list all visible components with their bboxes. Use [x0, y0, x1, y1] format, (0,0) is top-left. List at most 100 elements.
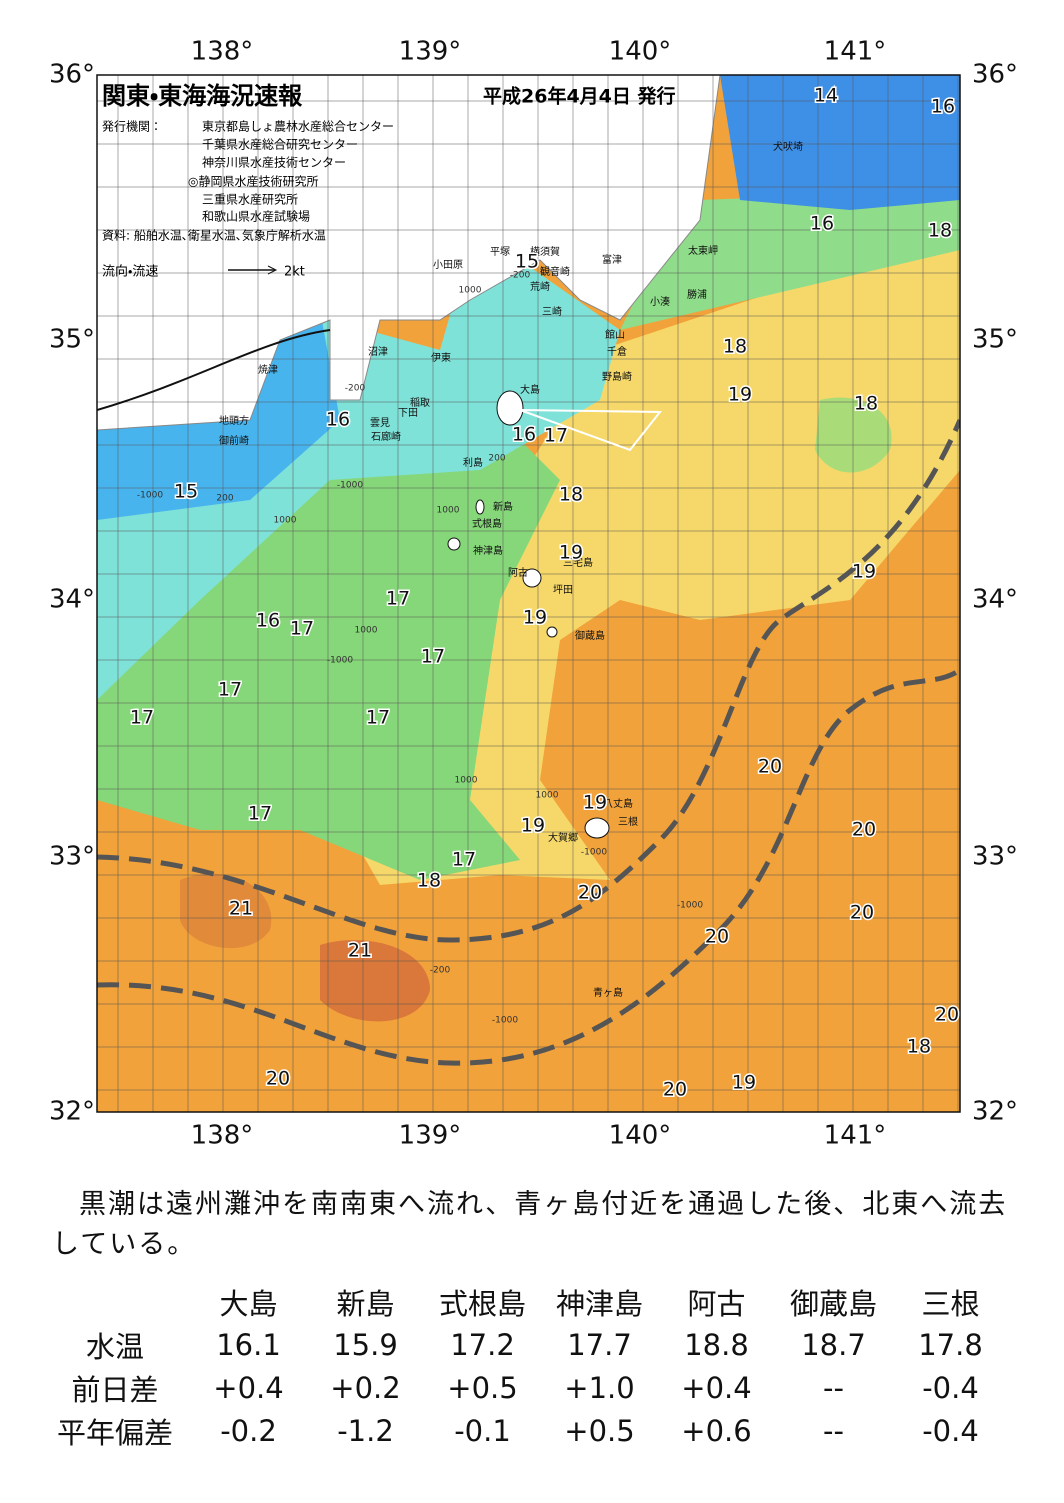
isotherm-label: 18 [928, 220, 952, 242]
table-cell: -0.4 [922, 1370, 979, 1405]
table-cell: +0.6 [681, 1413, 752, 1448]
column-header: 大島 [219, 1286, 278, 1321]
place-name: 沼津 [368, 345, 388, 358]
isotherm-label: 18 [559, 484, 583, 506]
island [522, 568, 542, 588]
depth-label: -1000 [581, 848, 607, 858]
column-header: 三根 [921, 1286, 980, 1321]
table-row: 水温 16.1 15.9 17.2 17.7 18.8 18.7 17.8 [40, 1323, 1009, 1366]
table-cell: 18.7 [801, 1327, 866, 1362]
table-cell: +0.4 [681, 1370, 752, 1405]
depth-label: 1000 [536, 791, 559, 801]
place-name: 大賀郷 [548, 831, 578, 844]
place-name: 利島 [463, 456, 483, 469]
island [584, 817, 610, 839]
table-cell: -1.2 [337, 1413, 394, 1448]
isotherm-label: 16 [326, 409, 350, 431]
place-name: 野島崎 [602, 370, 632, 383]
isotherm-label: 17 [544, 425, 568, 447]
depth-label: 1000 [437, 506, 460, 516]
publisher: 千葉県水産総合研究センター [202, 137, 358, 152]
depth-label: 200 [216, 494, 233, 504]
labels: 138° 138° 139° 139° 140° 140° 141° 141° 36° 36° 35… [49, 37, 1018, 1151]
lon-label: 141° [824, 1121, 887, 1151]
place-name: 御蔵島 [575, 629, 605, 642]
legend-scale: 2kt [284, 265, 305, 280]
column-header: 神津島 [555, 1286, 643, 1321]
table-cell: 17.8 [918, 1327, 983, 1362]
table-cell: +0.5 [564, 1413, 635, 1448]
place-name: 新島 [493, 500, 513, 513]
isotherm-label: 20 [578, 882, 602, 904]
depth-label: -200 [430, 966, 451, 976]
depth-label: 200 [488, 454, 505, 464]
place-name: 観音崎 [540, 265, 570, 278]
table-cell: -- [823, 1370, 844, 1405]
issue-date: 平成26年4月4日 発行 [483, 85, 676, 108]
isotherm-label: 18 [723, 336, 747, 358]
place-name: 勝浦 [687, 288, 707, 301]
depth-label: -200 [345, 384, 366, 394]
isotherm-label: 20 [266, 1068, 290, 1090]
island [447, 537, 461, 551]
lat-label: 32° [49, 1097, 95, 1127]
row-header: 平年偏差 [56, 1415, 173, 1450]
kuroshio-edge [97, 419, 960, 943]
place-name: 伊東 [431, 351, 451, 364]
yellow-zone [360, 230, 960, 885]
place-name: 式根島 [472, 517, 502, 530]
lon-label: 138° [191, 37, 254, 67]
summary-text: 黒潮は遠州灘沖を南南東へ流れ、青ヶ島付近を通過した後、北東へ流去している。 [52, 1189, 1008, 1260]
isotherm [97, 329, 331, 411]
isotherm-label: 20 [758, 756, 782, 778]
lat-label: 35° [972, 325, 1018, 355]
lat-label: 34° [49, 585, 95, 615]
place-name: 神津島 [473, 544, 503, 557]
publisher: 和歌山県水産試験場 [202, 209, 310, 224]
isotherm-label: 21 [348, 940, 372, 962]
observation-table: 大島 新島 式根島 神津島 阿古 御蔵島 三根 水温 16.1 15.9 17.2 17.7 18.8… [40, 1280, 1009, 1452]
table-cell: +1.0 [564, 1370, 635, 1405]
isotherm-label: 14 [814, 85, 838, 107]
isotherm-label: 16 [256, 610, 280, 632]
warm-core [320, 940, 430, 1022]
map-frame [96, 74, 961, 1113]
isotherm-label: 20 [705, 926, 729, 948]
isotherm-label: 17 [386, 588, 410, 610]
island [496, 390, 524, 426]
table-row: 前日差 +0.4 +0.2 +0.5 +1.0 +0.4 -- -0.4 [40, 1366, 1009, 1409]
isotherm-label: 20 [935, 1004, 959, 1026]
isotherm-label: 16 [512, 424, 536, 446]
isotherm-label: 20 [663, 1079, 687, 1101]
lon-label: 140° [609, 1121, 672, 1151]
isotherm-label: 16 [810, 213, 834, 235]
isotherm-label: 19 [583, 792, 607, 814]
isotherm-label: 18 [907, 1036, 931, 1058]
legend-arrow-head [267, 265, 278, 275]
table-body: 水温 16.1 15.9 17.2 17.7 18.8 18.7 17.8 前日差 +0.4 +0.… [40, 1323, 1009, 1452]
column-header: 御蔵島 [789, 1286, 877, 1321]
place-name: 千倉 [607, 346, 627, 358]
lat-label: 34° [972, 585, 1018, 615]
place-name: 平塚 [490, 246, 510, 258]
isotherm-label: 17 [248, 803, 272, 825]
isotherm-label: 17 [130, 707, 154, 729]
legend-label: 流向・流速 [102, 264, 158, 280]
place-name: 地頭方 [219, 414, 249, 427]
lat-label: 36° [49, 60, 95, 90]
table-cell: 16.1 [216, 1327, 281, 1362]
depth-label: -200 [510, 271, 531, 281]
isotherm-label: 21 [229, 898, 253, 920]
place-name: 横須賀 [530, 245, 560, 258]
table-cell: +0.5 [447, 1370, 518, 1405]
place-name: 三根 [618, 815, 638, 828]
place-name: 稲取 [410, 397, 430, 409]
table-cell: 17.7 [567, 1327, 632, 1362]
table-cell: +0.2 [330, 1370, 401, 1405]
lat-label: 32° [972, 1097, 1018, 1127]
isotherm-label: 19 [523, 607, 547, 629]
table-cell: -0.1 [454, 1413, 511, 1448]
depth-label: 1000 [355, 626, 378, 636]
isotherm-label: 19 [852, 561, 876, 583]
depth-label: -1000 [337, 481, 363, 491]
